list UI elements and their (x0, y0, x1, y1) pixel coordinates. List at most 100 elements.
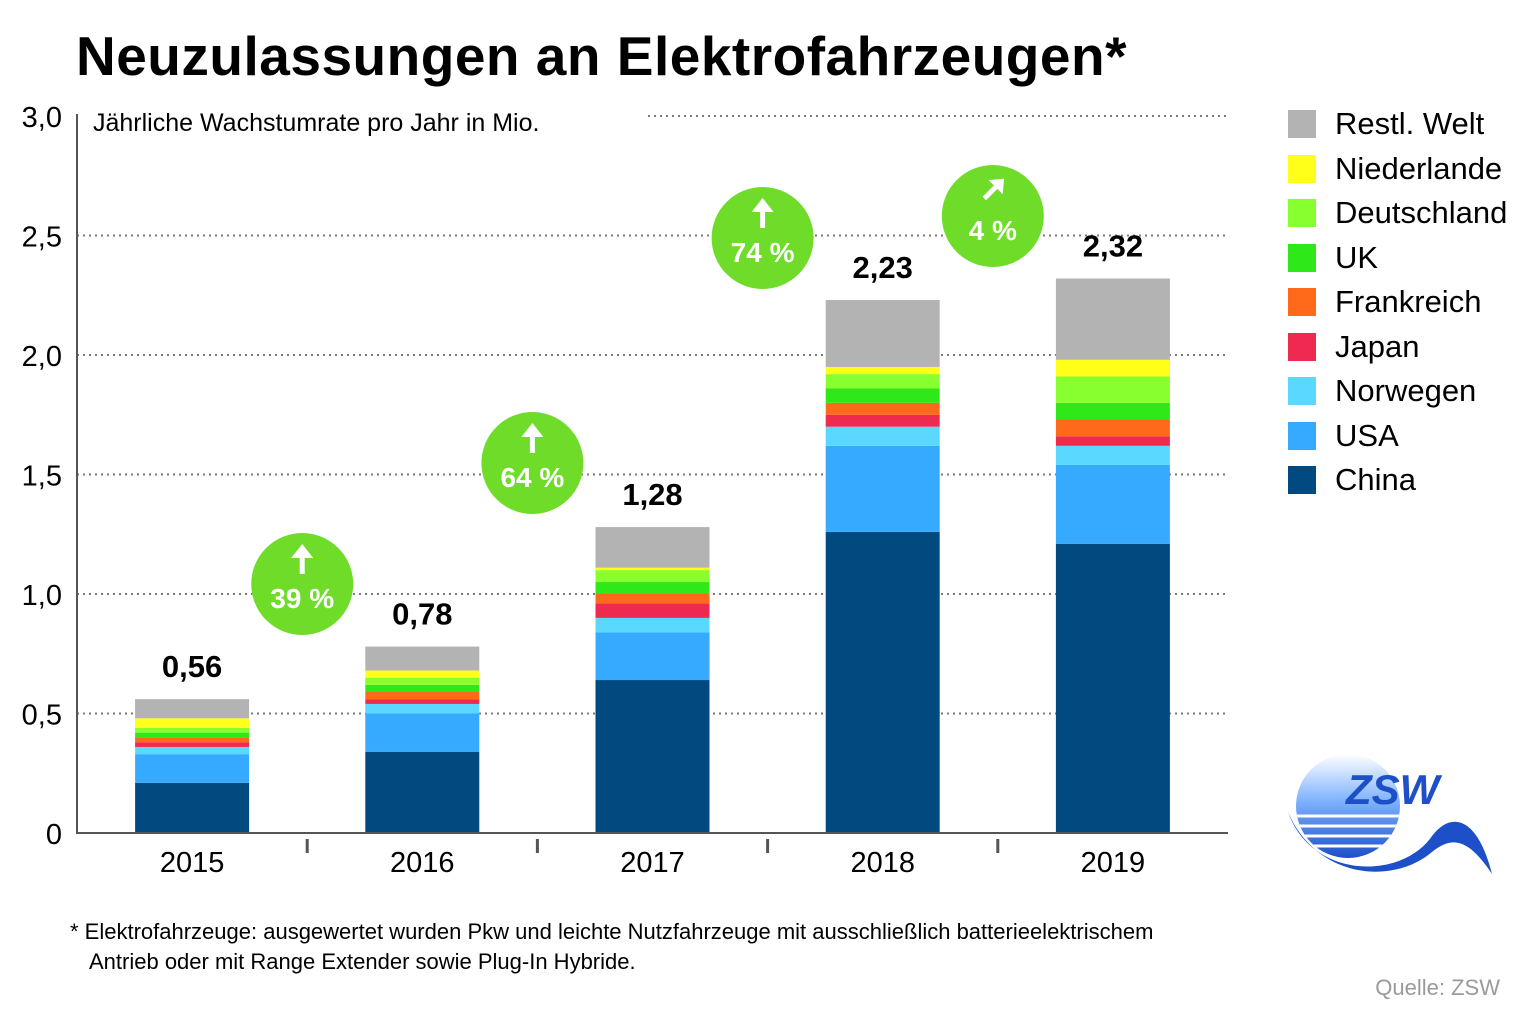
growth-badge-circle (941, 165, 1044, 267)
y-axis-label: Jährliche Wachstumrate pro Jahr in Mio. (93, 109, 539, 137)
chart-title: Neuzulassungen an Elektrofahrzeugen* (76, 25, 1127, 87)
total-label-2017: 1,28 (622, 477, 682, 512)
bar-2017-frankreich (595, 594, 710, 604)
bar-2018-restl-welt (825, 300, 940, 367)
bar-2015-japan (135, 742, 250, 747)
bar-2015-usa (135, 754, 250, 783)
legend-item: Restl. Welt (1288, 102, 1507, 147)
growth-badge-label: 74 % (731, 237, 795, 268)
bar-2015-china (135, 782, 250, 833)
legend-item: Norwegen (1288, 369, 1507, 414)
legend-swatch (1288, 243, 1316, 272)
bar-2016-japan (365, 699, 480, 704)
bar-2019-niederlande (1055, 359, 1170, 377)
legend-label: Niederlande (1335, 150, 1503, 186)
bar-2019-usa (1055, 464, 1170, 544)
up-arrow-icon (291, 544, 314, 574)
growth-badge-circle (481, 412, 584, 514)
bar-2016-restl-welt (365, 646, 480, 671)
bar-2015-restl-welt (135, 699, 250, 719)
y-tick-label: 1,0 (22, 580, 62, 612)
bar-2017-uk (595, 582, 710, 594)
growth-badge-4: 4 % (941, 165, 1044, 267)
bar-2018-usa (825, 445, 940, 532)
legend-swatch (1288, 199, 1316, 228)
bar-2019-frankreich (1055, 419, 1170, 437)
legend-item: Frankreich (1288, 280, 1507, 325)
bar-2018-uk (825, 388, 940, 403)
arrow-head (988, 178, 1005, 195)
legend-label: Restl. Welt (1335, 106, 1485, 142)
bar-2016-norwegen (365, 703, 480, 714)
legend-label: USA (1335, 417, 1399, 453)
bar-2017-japan (595, 603, 710, 618)
growth-badge-2: 64 % (481, 412, 584, 514)
legend-label: China (1335, 462, 1416, 498)
up-arrow-icon (521, 423, 544, 453)
bar-2018-china (825, 531, 940, 833)
growth-badge-circle (251, 533, 354, 635)
arrow-head (291, 544, 314, 558)
legend-item: China (1288, 458, 1507, 503)
legend-swatch (1288, 466, 1316, 495)
bar-2015-niederlande (135, 718, 250, 728)
x-tick-label-2017: 2017 (620, 847, 685, 879)
legend-label: Frankreich (1335, 284, 1482, 320)
bars (135, 278, 1170, 833)
arrow-head (751, 198, 774, 212)
legend-swatch (1288, 154, 1316, 183)
arrow-head (521, 423, 544, 437)
legend-item: Japan (1288, 325, 1507, 370)
source-note: Quelle: ZSW (1375, 975, 1500, 1000)
footnote: * Elektrofahrzeuge: ausgewertet wurden P… (70, 917, 1360, 977)
bar-2017-restl-welt (595, 527, 710, 568)
growth-badge-label: 4 % (969, 215, 1017, 246)
total-label-2018: 2,23 (853, 250, 913, 285)
total-label-2015: 0,56 (162, 649, 222, 684)
bar-2015-norwegen (135, 746, 250, 755)
legend: Restl. Welt Niederlande Deutschland UK Frank… (1288, 102, 1507, 503)
bar-2016-usa (365, 713, 480, 752)
legend-label: Japan (1335, 328, 1420, 364)
bar-2018-frankreich (825, 402, 940, 415)
bar-2016-china (365, 751, 480, 833)
zsw-logo: ZSW (1288, 754, 1492, 874)
bar-2016-niederlande (365, 670, 480, 678)
legend-item: UK (1288, 236, 1507, 281)
growth-badge-1: 39 % (251, 533, 354, 635)
bar-2019-deutschland (1055, 376, 1170, 403)
legend-swatch (1288, 110, 1316, 139)
bar-2017-niederlande (595, 567, 710, 571)
logo-text: ZSW (1345, 766, 1443, 813)
bar-2015-uk (135, 732, 250, 738)
legend-swatch (1288, 288, 1316, 317)
bar-2019-uk (1055, 402, 1170, 420)
y-tick-label: 2,0 (22, 341, 62, 373)
bar-2017-deutschland (595, 570, 710, 583)
growth-badge-3: 74 % (711, 187, 814, 289)
growth-badge-label: 64 % (500, 462, 564, 493)
x-tick-label-2018: 2018 (850, 847, 915, 879)
legend-label: Deutschland (1335, 195, 1508, 231)
x-tick-label-2019: 2019 (1081, 847, 1146, 879)
bar-2015-deutschland (135, 727, 250, 733)
legend-swatch (1288, 377, 1316, 406)
up-arrow-icon (751, 198, 774, 228)
chart-labels: 0 0,5 1,0 1,5 2,0 2,5 3,0 Jährliche Wachstumrat… (22, 102, 1145, 879)
bar-2016-frankreich (365, 691, 480, 700)
x-tick-label-2016: 2016 (390, 847, 455, 879)
bar-2016-deutschland (365, 677, 480, 685)
legend-item: Niederlande (1288, 147, 1507, 192)
growth-badge-circle (711, 187, 814, 289)
bar-2016-uk (365, 684, 480, 692)
growth-badge-label: 39 % (270, 583, 334, 614)
bar-2019-japan (1055, 436, 1170, 446)
footnote-line-1: * Elektrofahrzeuge: ausgewertet wurden P… (70, 919, 1154, 944)
bar-2019-china (1055, 543, 1170, 833)
legend-item: USA (1288, 414, 1507, 459)
total-label-2016: 0,78 (392, 597, 452, 632)
y-tick-label: 0 (46, 819, 62, 851)
total-label-2019: 2,32 (1083, 229, 1143, 264)
bar-2019-norwegen (1055, 445, 1170, 465)
stacked-bar-chart: 39 % 64 % 74 % 4 % 0 0,5 1,0 1,5 2,0 2,5 3,0 Jährl… (22, 102, 1228, 879)
